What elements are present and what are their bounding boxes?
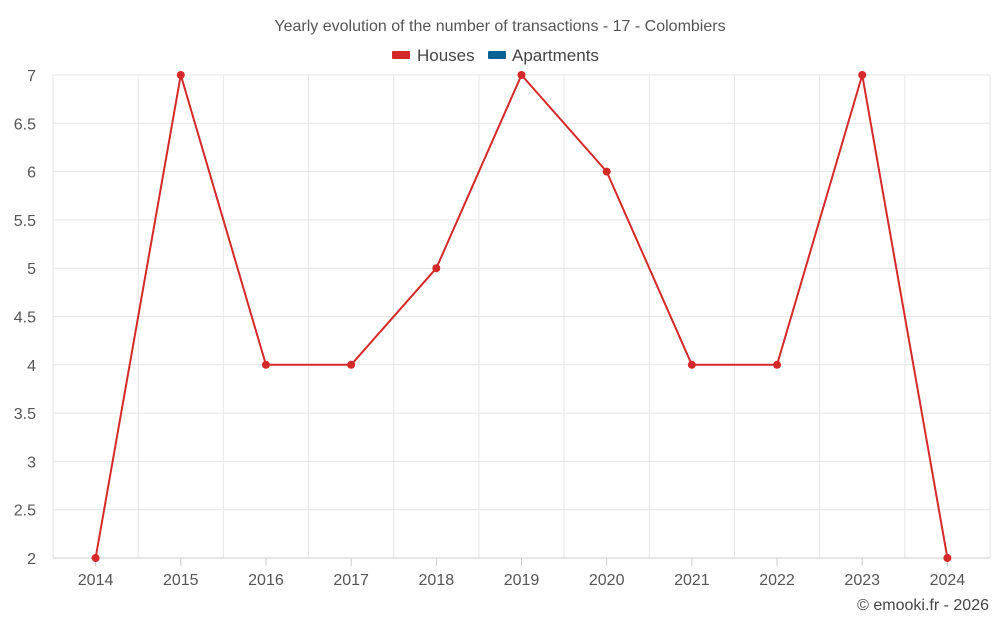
x-tick-label: 2021 [674,572,710,589]
legend-label-apartments: Apartments [512,46,599,65]
x-tick-label: 2015 [163,572,199,589]
x-tick-label: 2016 [248,572,284,589]
y-tick-label: 3 [27,454,36,471]
legend-swatch-houses [392,51,410,59]
x-tick-label: 2017 [333,572,369,589]
y-tick-label: 6 [27,165,36,182]
x-tick-label: 2024 [930,572,966,589]
credit-text: © emooki.fr - 2026 [857,597,989,614]
y-tick-label: 4.5 [14,310,36,327]
data-point-houses-2016[interactable] [261,360,270,369]
legend-swatch-apartments [488,51,506,59]
data-point-houses-2024[interactable] [943,554,952,562]
data-point-houses-2014[interactable] [91,554,100,562]
x-tick-label: 2023 [844,572,880,589]
data-point-houses-2022[interactable] [773,360,782,369]
x-tick-label: 2014 [78,572,114,589]
plot-area [91,71,952,562]
y-tick-label: 2.5 [14,503,36,520]
y-tick-label: 5 [27,261,36,278]
x-axis-ticks: 2014 2015 2016 2017 2018 2019 2020 2021 2022 2023… [78,558,966,589]
x-tick-label: 2022 [759,572,795,589]
data-point-houses-2023[interactable] [858,71,867,79]
x-tick-label: 2018 [419,572,455,589]
data-point-houses-2018[interactable] [432,264,441,273]
legend: Houses Apartments [392,46,599,65]
y-tick-label: 2 [27,551,36,568]
y-tick-label: 6.5 [14,116,36,133]
y-tick-label: 4 [27,358,36,375]
data-point-houses-2015[interactable] [176,71,185,79]
data-point-houses-2017[interactable] [347,360,356,369]
data-point-houses-2019[interactable] [517,71,526,79]
legend-label-houses: Houses [417,46,475,65]
y-tick-label: 3.5 [14,406,36,423]
data-point-houses-2020[interactable] [602,167,611,176]
x-tick-label: 2019 [504,572,540,589]
legend-item-houses[interactable]: Houses [392,46,475,65]
y-axis-ticks: 2 2.5 3 3.5 4 4.5 5 5.5 6 6.5 7 [14,68,36,568]
y-tick-label: 7 [27,68,36,85]
y-tick-label: 5.5 [14,213,36,230]
data-point-houses-2021[interactable] [687,360,696,369]
legend-item-apartments[interactable]: Apartments [488,46,599,65]
x-tick-label: 2020 [589,572,625,589]
chart-title: Yearly evolution of the number of transa… [274,18,725,35]
grid [52,74,991,559]
